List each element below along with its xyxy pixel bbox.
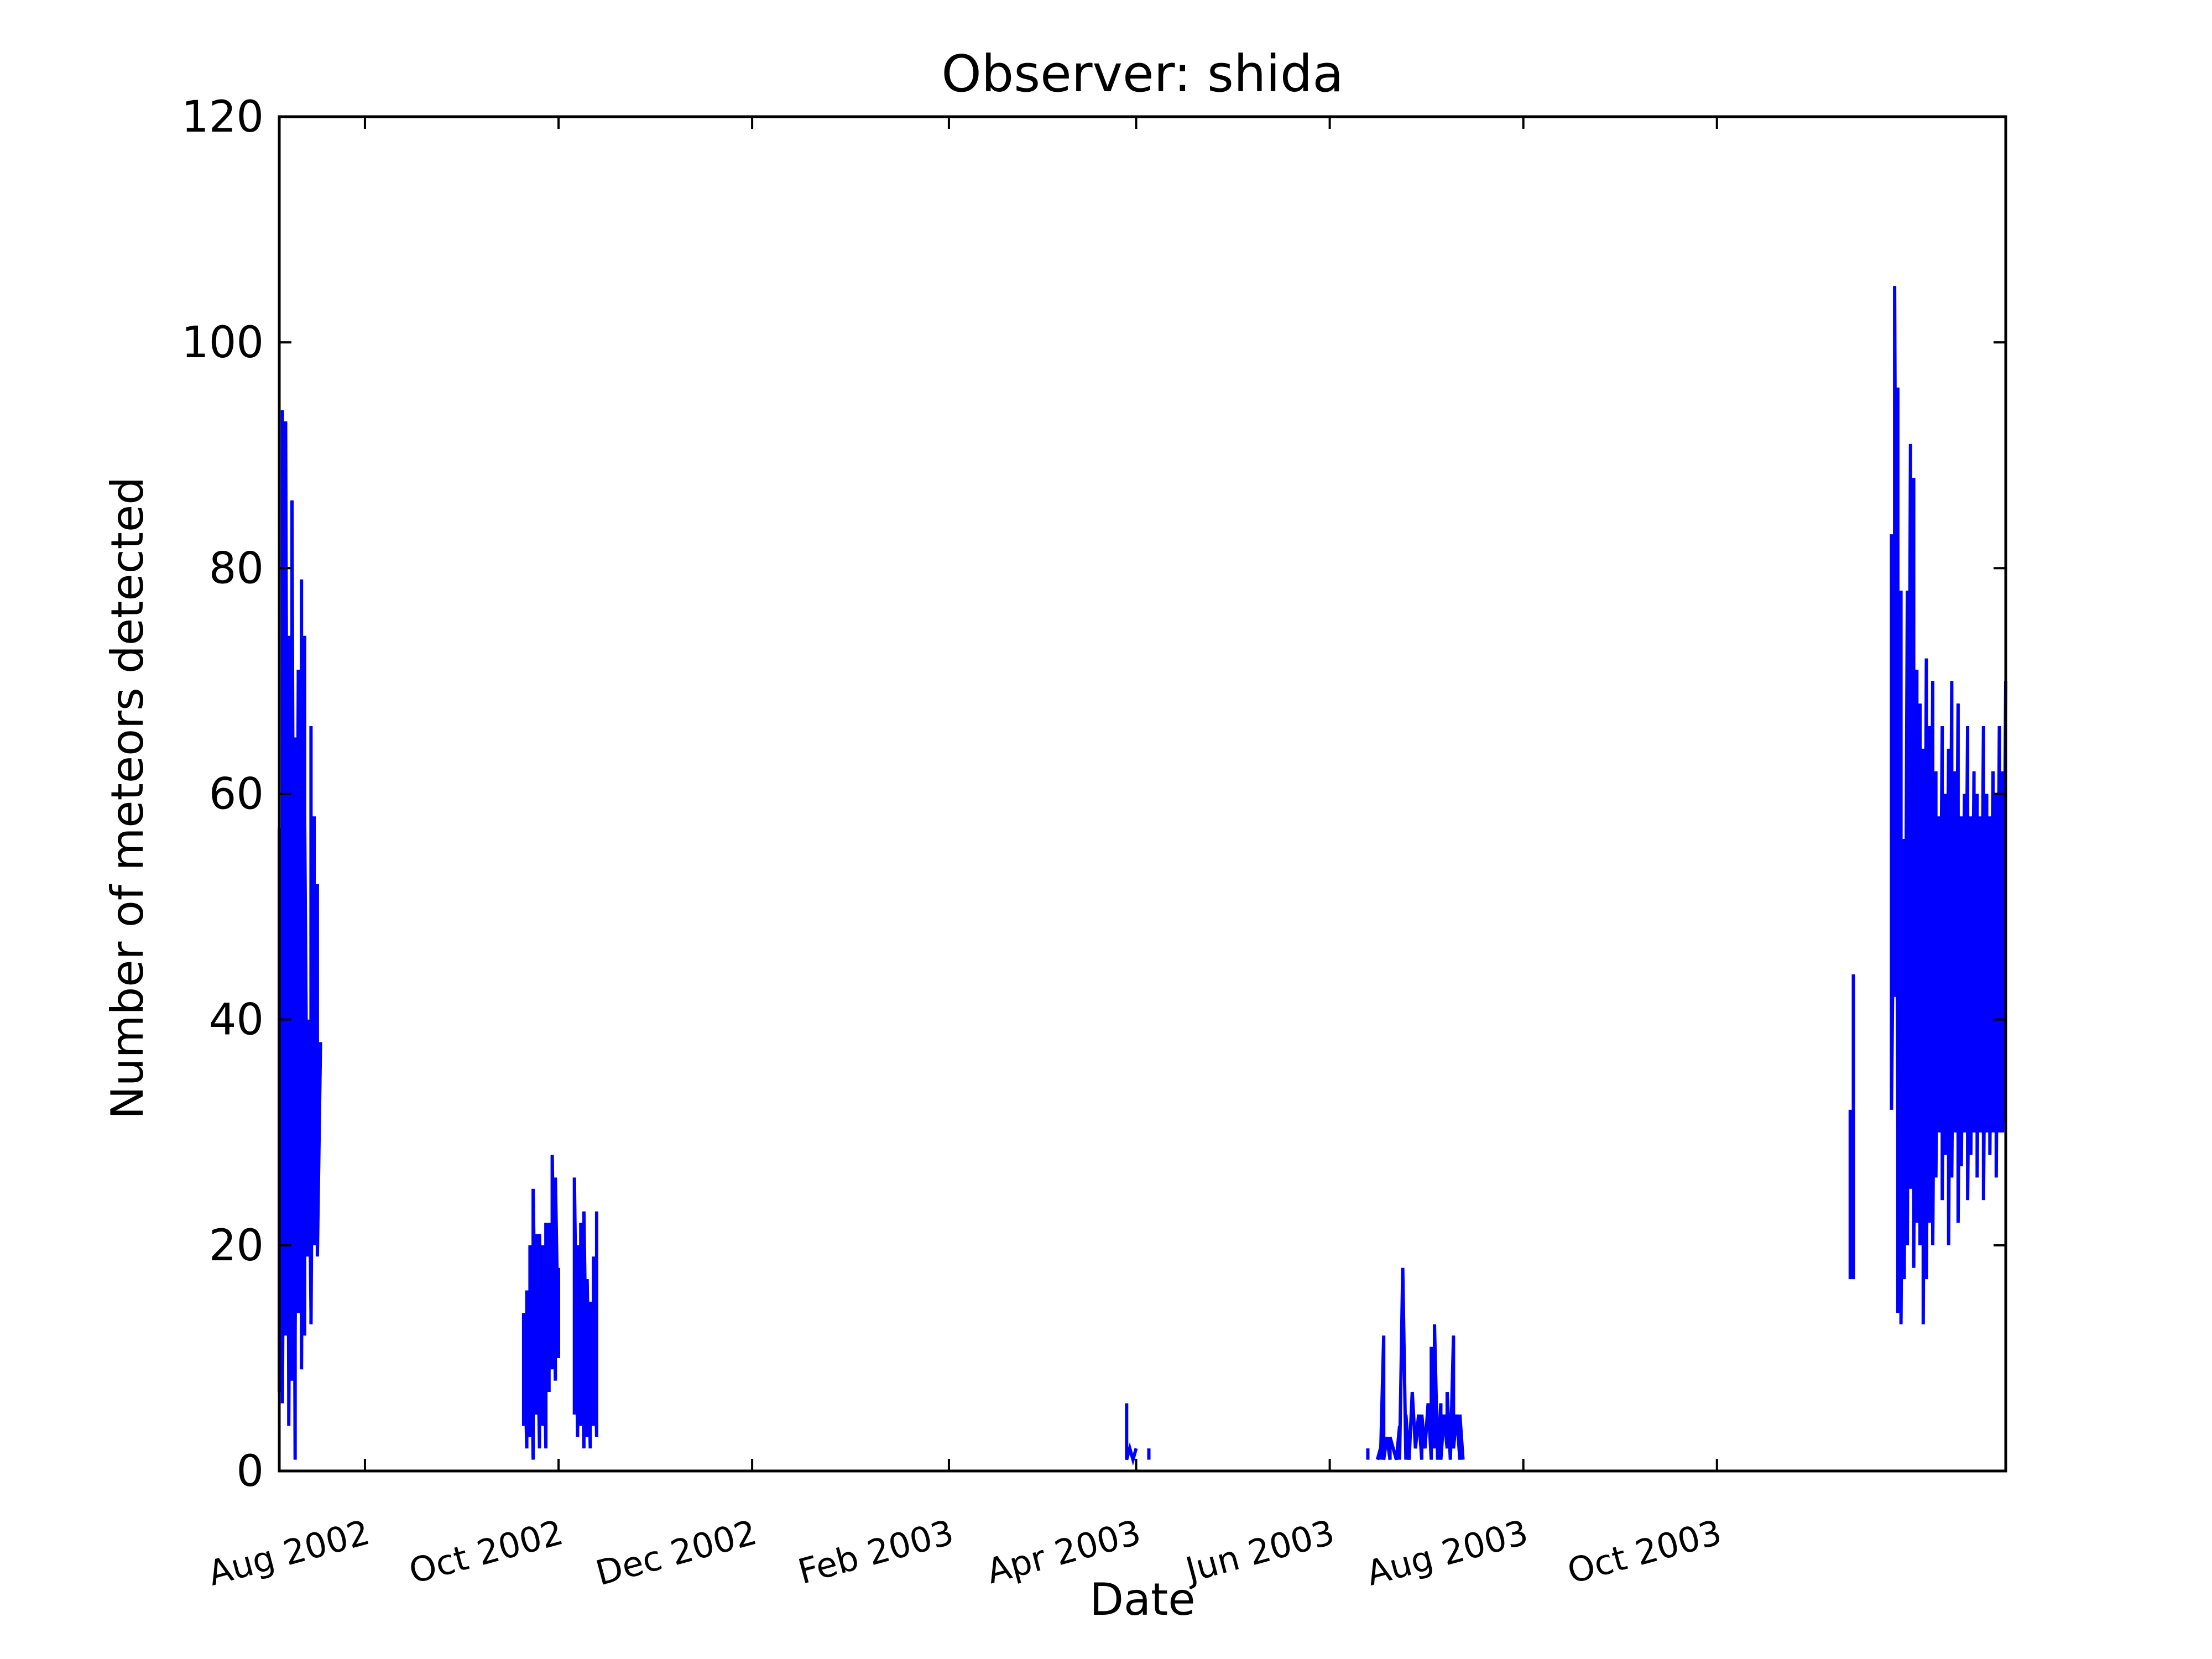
y-tick-label: 100 xyxy=(181,318,264,368)
y-axis: 0 20 40 60 80 100 120 xyxy=(181,92,2006,1496)
plot-area xyxy=(278,286,2007,1466)
series-line-3 xyxy=(572,1177,598,1449)
y-tick-label: 60 xyxy=(209,770,264,820)
y-tick-label: 120 xyxy=(181,92,264,142)
series-line-2 xyxy=(521,1155,560,1460)
chart-title: Observer: shida xyxy=(941,44,1343,103)
series-line-7 xyxy=(1375,1267,1465,1460)
series-line-1 xyxy=(278,410,322,1460)
y-tick-label: 40 xyxy=(209,995,264,1045)
plot-frame xyxy=(278,115,2007,1473)
series-line-4 xyxy=(1125,1403,1138,1466)
y-tick-label: 20 xyxy=(209,1221,264,1271)
series-line-8 xyxy=(1848,974,1855,1280)
y-axis-label: Number of meteors detected xyxy=(102,477,153,1119)
y-tick-label: 0 xyxy=(236,1447,264,1496)
series-line-9 xyxy=(1890,286,2007,1324)
x-axis-label: Date xyxy=(1089,1574,1195,1625)
y-tick-label: 80 xyxy=(209,544,264,593)
